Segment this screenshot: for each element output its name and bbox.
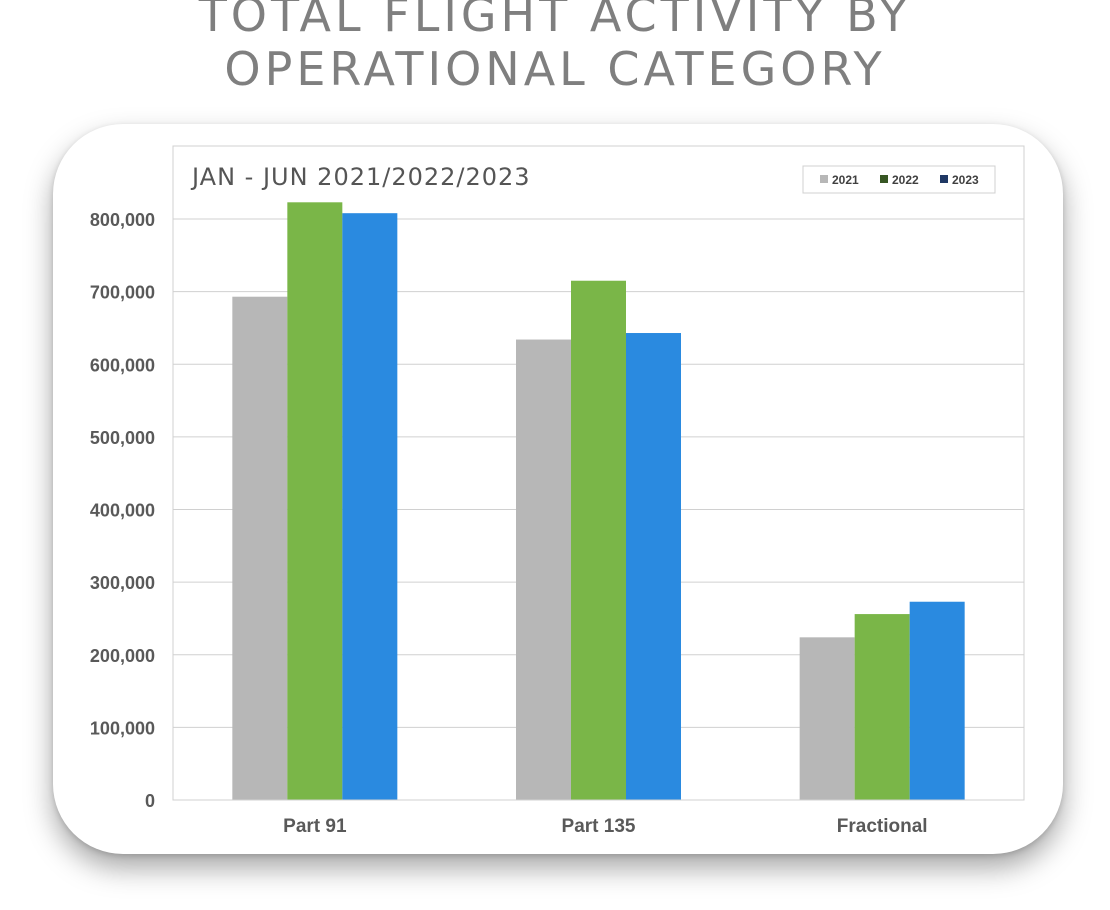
bar-fractional-2022 xyxy=(854,614,910,800)
bar-fractional-2023 xyxy=(909,601,965,800)
page-title: TOTAL FLIGHT ACTIVITY BY OPERATIONAL CAT… xyxy=(0,0,1110,96)
legend-swatch-2023 xyxy=(940,175,948,183)
page-title-line-2: OPERATIONAL CATEGORY xyxy=(224,42,886,96)
x-tick-label: Fractional xyxy=(837,816,928,837)
y-tick-label: 300,000 xyxy=(90,573,155,593)
x-tick-label: Part 91 xyxy=(283,816,347,837)
plot-frame xyxy=(172,145,1025,801)
bar-part-91-2021 xyxy=(232,296,288,800)
y-tick-label: 100,000 xyxy=(90,718,155,738)
y-tick-label: 0 xyxy=(145,791,155,811)
y-tick-label: 400,000 xyxy=(90,501,155,521)
bars xyxy=(232,202,965,800)
y-tick-label: 600,000 xyxy=(90,355,155,375)
bar-part-135-2021 xyxy=(516,339,571,800)
legend: 2021 2022 2023 xyxy=(802,165,996,194)
bar-part-135-2023 xyxy=(626,333,681,800)
y-axis-tick-labels: 0 100,000 200,000 300,000 400,000 500,000 600,… xyxy=(90,210,155,811)
y-tick-label: 800,000 xyxy=(90,210,155,230)
x-axis-tick-labels: Part 91 Part 135 Fractional xyxy=(283,816,927,837)
x-tick-label: Part 135 xyxy=(562,816,636,837)
legend-swatch-2022 xyxy=(880,175,888,183)
legend-swatch-2021 xyxy=(820,175,828,183)
legend-label-2022: 2022 xyxy=(892,173,919,187)
bar-fractional-2021 xyxy=(799,637,855,800)
y-tick-label: 700,000 xyxy=(90,283,155,303)
y-tick-label: 500,000 xyxy=(90,428,155,448)
bar-part-91-2022 xyxy=(287,202,343,800)
legend-box xyxy=(802,165,996,194)
y-tick-label: 200,000 xyxy=(90,646,155,666)
legend-label-2023: 2023 xyxy=(952,173,979,187)
page-title-line-1: TOTAL FLIGHT ACTIVITY BY xyxy=(198,0,912,42)
chart-title: JAN - JUN 2021/2022/2023 xyxy=(190,163,531,191)
legend-label-2021: 2021 xyxy=(832,173,859,187)
bar-part-135-2022 xyxy=(571,280,626,800)
bar-part-91-2023 xyxy=(342,213,398,800)
